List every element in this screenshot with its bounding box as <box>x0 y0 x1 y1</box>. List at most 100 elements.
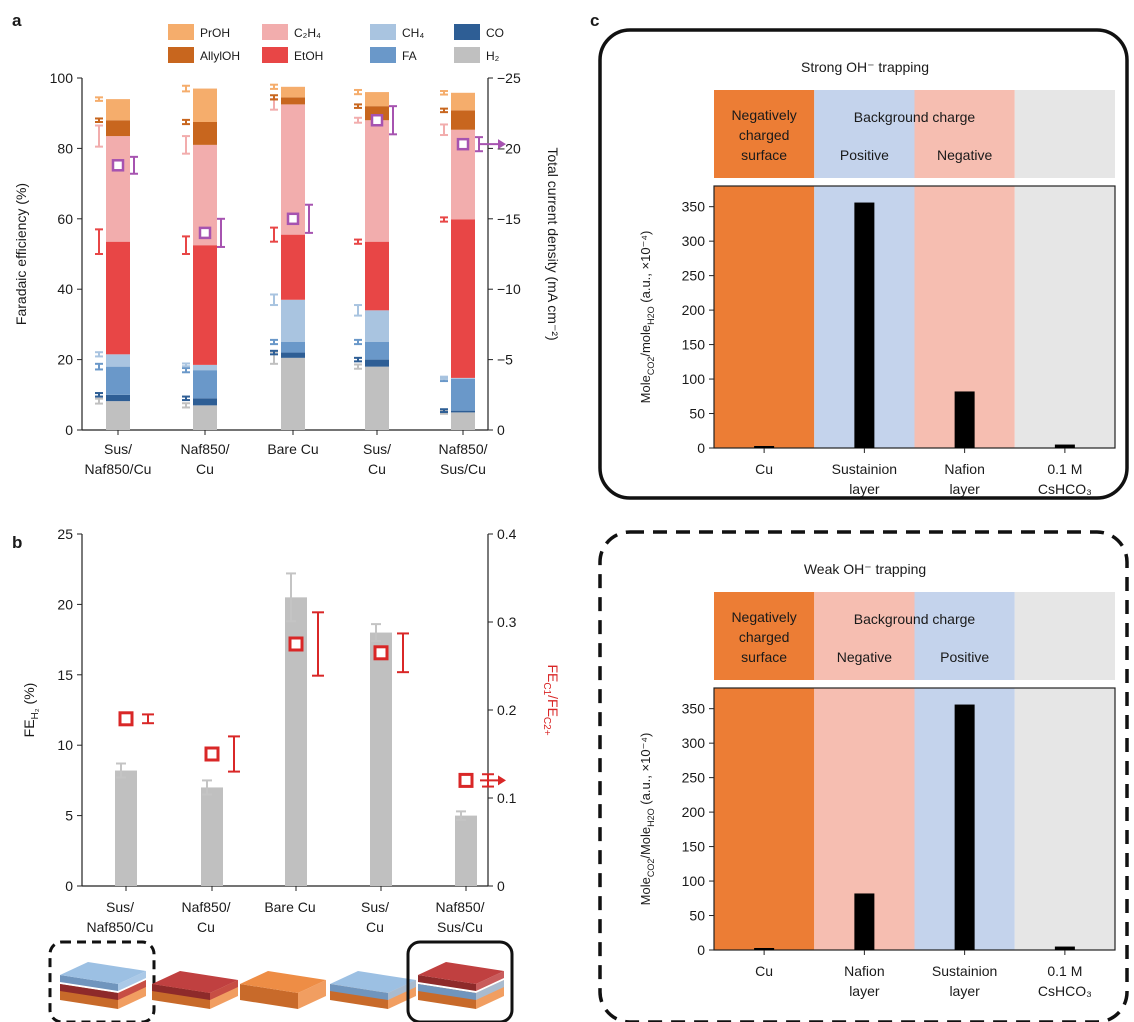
bar-seg-AllylOH <box>106 120 130 137</box>
x-tick-label: Cu <box>366 919 384 935</box>
x-tick-label: Sus/Cu <box>440 461 486 477</box>
header-neg-surface-text: Negatively <box>731 609 796 625</box>
x-tick-label: Sus/ <box>361 899 389 915</box>
errbar-EtOH <box>440 216 448 223</box>
current-density-errbar <box>305 203 313 234</box>
header-negative: Negative <box>837 649 892 665</box>
ratio-errbar <box>312 611 324 677</box>
bar-seg-CO <box>281 352 305 358</box>
errbar-H2 <box>95 397 103 405</box>
errbar-EtOH <box>270 226 278 243</box>
bar-seg-CO <box>451 410 475 413</box>
legend-label-CH4: CH₄ <box>402 26 424 40</box>
x-tick-label: Cu <box>196 461 214 477</box>
legend-label-EtOH: EtOH <box>294 49 323 63</box>
fe-h2-errbar <box>116 762 126 779</box>
bar-seg-CO <box>106 394 130 402</box>
header-neg-surface-text: surface <box>741 649 787 665</box>
bar-seg-PrOH <box>281 86 305 98</box>
x-tick-label: Bare Cu <box>264 899 315 915</box>
errbar-FA <box>182 367 190 374</box>
fe-h2-bar <box>285 597 307 886</box>
panel-c-strong-trapping-chart: Strong OH⁻ trapping Negatively charged surf… <box>598 28 1129 500</box>
errbar-CO <box>270 349 278 356</box>
panel-c-weak-trapping-chart: Weak OH⁻ trapping Negatively charged surfac… <box>598 530 1129 1022</box>
y-tick-label: 0 <box>65 878 73 894</box>
ratio-marker <box>118 711 134 727</box>
schematic-layer-side <box>418 984 476 1000</box>
y-tick-label: 300 <box>682 735 706 751</box>
bar-seg-CH4 <box>451 377 475 379</box>
bar-seg-FA <box>451 378 475 411</box>
legend-swatch-AllylOH <box>168 47 194 63</box>
y2-axis-label: Total current density (mA cm⁻²) <box>545 147 561 340</box>
ratio-errbar <box>142 713 154 725</box>
panel-c-title: Weak OH⁻ trapping <box>804 561 926 577</box>
errbar-FA <box>354 338 362 346</box>
current-density-marker <box>370 113 384 127</box>
electrode-schematic <box>48 940 156 1022</box>
plot-region <box>714 688 815 950</box>
bar-seg-AllylOH <box>193 122 217 145</box>
bar-seg-PrOH <box>193 88 217 122</box>
current-density-errbar <box>130 155 138 175</box>
schematic-layer-side <box>152 984 210 1000</box>
x-tick-label: CsHCO₃ <box>1038 983 1092 999</box>
bar-seg-FA <box>193 370 217 399</box>
errbar-AllylOH <box>182 118 190 126</box>
y2-axis-label: FEC1/FEC2+ <box>541 664 561 735</box>
x-tick-label: Cu <box>755 461 773 477</box>
fe-h2-bar <box>115 770 137 886</box>
errbar-PrOH <box>440 90 448 96</box>
errbar-CH4 <box>354 304 362 317</box>
schematic-layer-front <box>476 980 504 1000</box>
panel-letter-a: a <box>12 11 22 30</box>
y2-tick-label: −10 <box>497 281 521 297</box>
y-tick-label: 50 <box>689 406 705 422</box>
y-tick-label: 50 <box>689 908 705 924</box>
header-region <box>1014 90 1115 178</box>
errbar-EtOH <box>354 238 362 245</box>
y-axis-label: Faradaic efficiency (%) <box>13 183 29 325</box>
header-neg-surface-text: Negatively <box>731 107 796 123</box>
y-tick-label: 200 <box>682 302 706 318</box>
y2-tick-label: −25 <box>497 70 521 86</box>
x-tick-label: Cu <box>368 461 386 477</box>
x-tick-label: Naf850/Cu <box>87 919 154 935</box>
header-negative: Negative <box>937 147 992 163</box>
legend-label-CO: CO <box>486 26 504 40</box>
header-neg-surface-text: charged <box>739 629 790 645</box>
schematic-layer-side <box>240 984 298 1009</box>
panel-b-fe-h2-ratio-chart: 0 5 10 15 20 25 0 0.1 0.2 0.3 0.4 FEH₂ (%) FEC1/FEC2… <box>21 526 561 935</box>
schematic-layer-side <box>60 984 118 1000</box>
bar-seg-EtOH <box>451 219 475 378</box>
y2-tick-label: 0 <box>497 878 505 894</box>
y-tick-label: 5 <box>65 808 73 824</box>
y-tick-label: 10 <box>57 737 73 753</box>
header-background-charge: Background charge <box>854 109 976 125</box>
bar-seg-CH4 <box>281 299 305 342</box>
bar-seg-EtOH <box>281 234 305 300</box>
errbar-CH4 <box>182 362 190 368</box>
current-density-marker <box>198 226 212 240</box>
y2-tick-label: 0.4 <box>497 526 517 542</box>
x-tick-label: Nafion <box>944 461 984 477</box>
electrode-schematic <box>152 971 238 1009</box>
panel-c-frame <box>598 530 1129 1022</box>
x-tick-label: CsHCO₃ <box>1038 481 1092 497</box>
co2-ratio-bar <box>1054 444 1075 448</box>
current-density-marker <box>456 137 470 151</box>
ratio-marker <box>373 645 389 661</box>
x-tick-label: layer <box>949 983 980 999</box>
y-tick-label: 100 <box>682 873 706 889</box>
bar-seg-H2 <box>106 401 130 430</box>
y-tick-label: 300 <box>682 233 706 249</box>
schematic-layer-top <box>152 971 238 993</box>
errbar-CH4 <box>270 293 278 307</box>
bar-seg-H2 <box>281 357 305 430</box>
fe-h2-bar <box>370 632 392 886</box>
fe-h2-bar <box>455 815 477 886</box>
y-tick-label: 0 <box>697 942 705 958</box>
electrode-schematics <box>48 940 514 1022</box>
errbar-C2H4 <box>182 135 190 155</box>
